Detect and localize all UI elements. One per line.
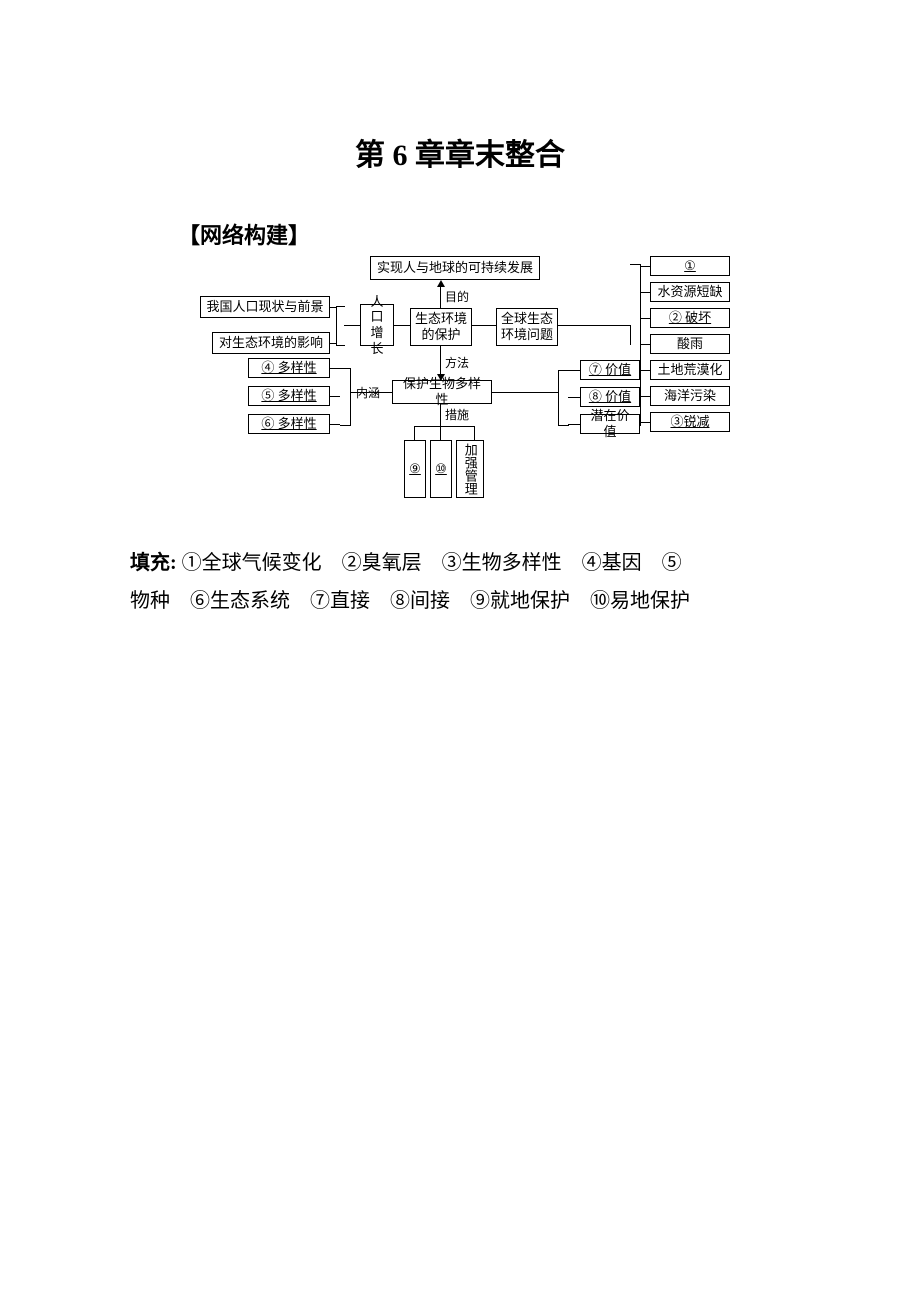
node-ocean: 海洋污染 bbox=[650, 386, 730, 406]
node-measure-10: ⑩ bbox=[430, 440, 452, 498]
node-top-goal: 实现人与地球的可持续发展 bbox=[370, 256, 540, 280]
node-acid: 酸雨 bbox=[650, 334, 730, 354]
label-method: 方法 bbox=[445, 354, 469, 371]
node-pop-status: 我国人口现状与前景 bbox=[200, 296, 330, 318]
node-latent: 潜在价值 bbox=[580, 414, 640, 434]
node-val-8: ⑧ 价值 bbox=[580, 387, 640, 407]
answers-line-1: ①全球气候变化 ②臭氧层 ③生物多样性 ④基因 ⑤ bbox=[182, 552, 682, 574]
node-blank-2: ② 破坏 bbox=[650, 308, 730, 328]
node-global-issues: 全球生态环境问题 bbox=[496, 308, 558, 346]
answers-line-2: 物种 ⑥生态系统 ⑦直接 ⑧间接 ⑨就地保护 ⑩易地保护 bbox=[130, 590, 690, 612]
page-title: 第 6 章章末整合 bbox=[0, 130, 920, 174]
label-measures: 措施 bbox=[445, 406, 469, 423]
label-purpose: 目的 bbox=[445, 288, 469, 305]
answers-lead: 填充: bbox=[130, 552, 177, 574]
node-val-7: ⑦ 价值 bbox=[580, 360, 640, 380]
node-blank-1: ① bbox=[650, 256, 730, 276]
node-biodiv: 保护生物多样性 bbox=[392, 380, 492, 404]
node-div-4: ④ 多样性 bbox=[248, 358, 330, 378]
node-water: 水资源短缺 bbox=[650, 282, 730, 302]
node-measure-9: ⑨ bbox=[404, 440, 426, 498]
node-pop-growth: 人口增长 bbox=[360, 304, 394, 346]
node-eco-protect: 生态环境的保护 bbox=[410, 308, 472, 346]
concept-diagram: 实现人与地球的可持续发展 生态环境的保护 目的 人口增长 我国人口现状与前景 对… bbox=[200, 256, 800, 516]
node-strengthen: 加强管理 bbox=[456, 440, 484, 498]
node-desert: 土地荒漠化 bbox=[650, 360, 730, 380]
node-blank-3: ③锐减 bbox=[650, 412, 730, 432]
node-pop-effect: 对生态环境的影响 bbox=[212, 332, 330, 354]
answers-block: 填充: ①全球气候变化 ②臭氧层 ③生物多样性 ④基因 ⑤ 物种 ⑥生态系统 ⑦… bbox=[130, 544, 790, 620]
node-div-5: ⑤ 多样性 bbox=[248, 386, 330, 406]
section-heading: 【网络构建】 bbox=[178, 218, 310, 250]
node-div-6: ⑥ 多样性 bbox=[248, 414, 330, 434]
